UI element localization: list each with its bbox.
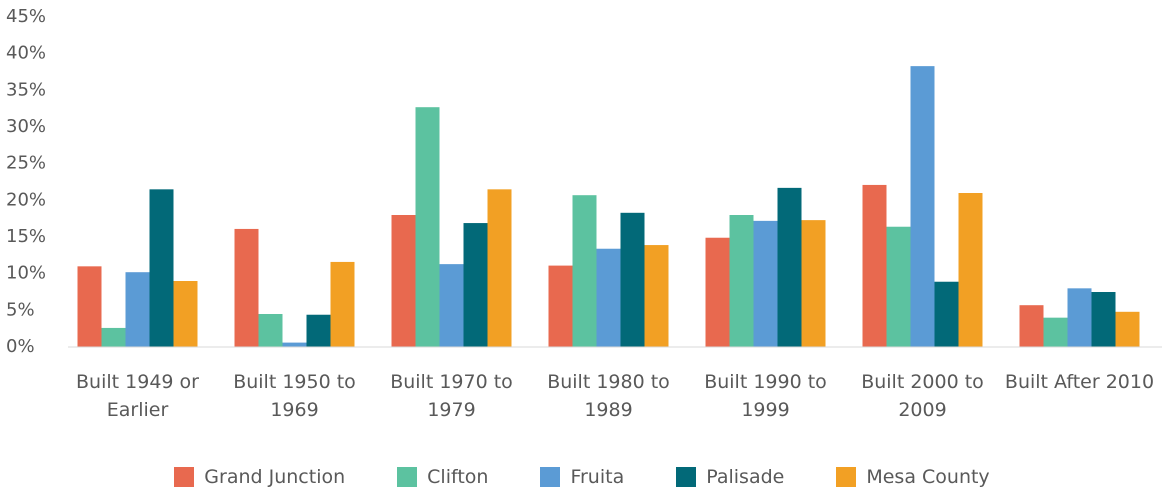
legend-swatch <box>174 467 195 487</box>
bar <box>1019 305 1044 347</box>
y-tick-label: 20% <box>6 189 46 210</box>
x-tick-label: Built 1950 to 1969 <box>233 371 356 421</box>
y-tick-label: 40% <box>6 43 46 64</box>
bar <box>258 314 283 347</box>
x-tick-label: Built 1990 to 1999 <box>704 371 827 421</box>
legend-label: Fruita <box>570 466 625 488</box>
bar <box>753 220 778 347</box>
bar <box>596 248 621 347</box>
bar <box>572 195 597 347</box>
legend-item: Clifton <box>397 466 488 488</box>
bar <box>487 189 512 347</box>
legend-swatch <box>397 467 418 487</box>
bar <box>910 66 935 347</box>
bar <box>548 265 573 347</box>
bar <box>415 107 440 347</box>
legend-label: Palisade <box>706 466 785 488</box>
legend-label: Grand Junction <box>204 466 346 488</box>
legend-swatch <box>540 467 561 487</box>
y-tick-label: 30% <box>6 116 46 137</box>
bar <box>729 215 754 347</box>
legend-label: Clifton <box>427 466 489 488</box>
x-tick-label: Built 1980 to 1989 <box>547 371 670 421</box>
x-tick-label: Built After 2010 <box>1004 371 1155 393</box>
legend-item: Fruita <box>540 466 624 488</box>
bar <box>391 215 416 347</box>
bar <box>173 281 198 347</box>
legend-swatch <box>676 467 697 487</box>
bar <box>234 228 259 347</box>
legend-item: Mesa County <box>836 466 990 488</box>
bar <box>958 193 983 347</box>
bar <box>1067 288 1092 347</box>
legend-label: Mesa County <box>866 466 990 488</box>
bar <box>149 189 174 347</box>
bar <box>934 281 959 347</box>
x-tick-label: Built 1970 to 1979 <box>390 371 513 421</box>
bar <box>125 272 150 347</box>
bar <box>282 342 307 347</box>
y-tick-label: 0% <box>6 336 35 357</box>
bar <box>801 220 826 347</box>
bar <box>439 264 464 347</box>
bar <box>862 184 887 347</box>
y-tick-label: 5% <box>6 299 35 320</box>
bar <box>1043 317 1068 347</box>
y-tick-label: 10% <box>6 263 46 284</box>
bar <box>886 226 911 347</box>
bar <box>644 245 669 347</box>
legend-item: Grand Junction <box>174 466 345 488</box>
bar <box>705 237 730 347</box>
bar <box>1091 292 1116 347</box>
bar <box>77 266 102 347</box>
legend-swatch <box>836 467 857 487</box>
y-tick-label: 45% <box>6 6 46 27</box>
bar <box>330 261 355 347</box>
legend: Grand Junction Clifton Fruita Palisade Mesa … <box>0 466 1164 488</box>
y-tick-label: 15% <box>6 226 46 247</box>
y-tick-label: 35% <box>6 79 46 100</box>
bar <box>620 212 645 347</box>
bar <box>101 327 126 347</box>
x-tick-label: Built 1949 or Earlier <box>76 371 199 421</box>
y-tick-label: 25% <box>6 153 46 174</box>
bar <box>777 187 802 347</box>
x-tick-label: Built 2000 to 2009 <box>861 371 984 421</box>
bar <box>306 314 331 347</box>
legend-item: Palisade <box>676 466 784 488</box>
bar <box>1115 311 1140 347</box>
bar <box>463 223 488 347</box>
